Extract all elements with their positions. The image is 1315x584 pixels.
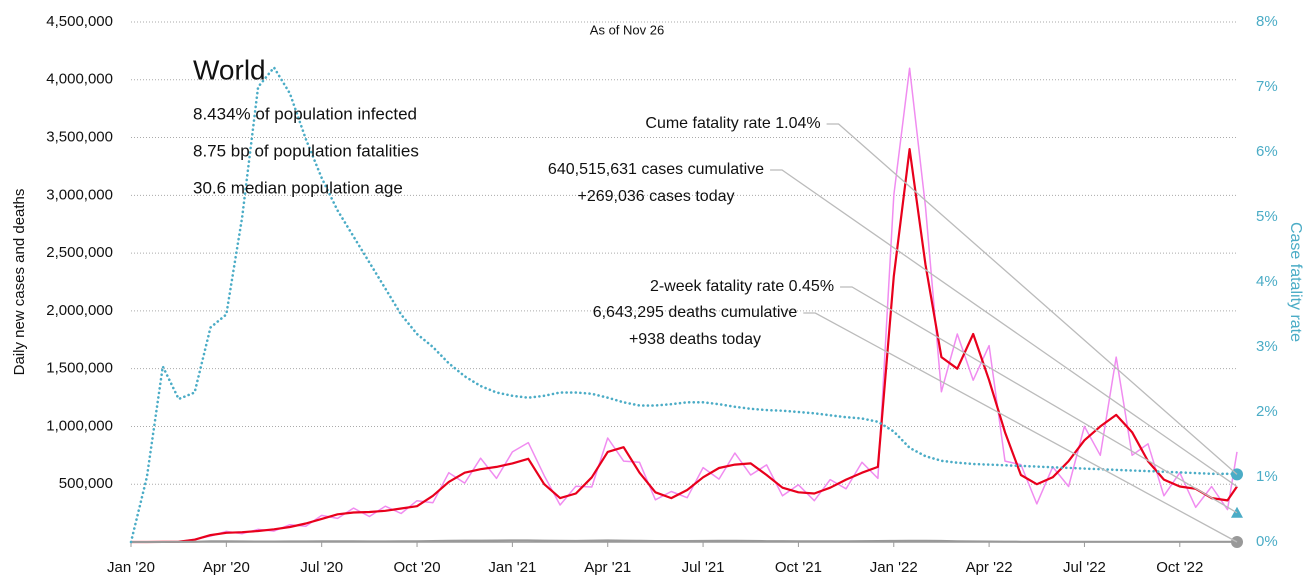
x-tick-label: Jul '21 <box>682 559 725 576</box>
series-line <box>129 66 1239 544</box>
y2-tick-label: 5% <box>1256 208 1278 225</box>
leader-line <box>803 312 1238 543</box>
y-tick-label: 500,000 <box>59 475 113 492</box>
x-tick-label: Jan '22 <box>870 559 918 576</box>
y2-tick-label: 3% <box>1256 338 1278 355</box>
y2-tick-label: 7% <box>1256 78 1278 95</box>
x-tick-label: Apr '20 <box>203 559 250 576</box>
y-tick-label: 4,500,000 <box>46 13 113 30</box>
y-tick-label: 2,500,000 <box>46 244 113 261</box>
series-line <box>131 539 1237 543</box>
annotation: +269,036 cases today <box>577 188 734 205</box>
y-tick-label: 2,000,000 <box>46 302 113 319</box>
annotation: 2-week fatality rate 0.45% <box>650 278 834 295</box>
chart-title: As of Nov 26 <box>590 22 664 37</box>
annotation: 640,515,631 cases cumulative <box>548 161 764 178</box>
y-axis-label: Daily new cases and deaths <box>11 189 28 376</box>
annotation: +938 deaths today <box>629 331 761 348</box>
info-heading: World <box>193 54 266 85</box>
info-line: 8.434% of population infected <box>193 104 417 123</box>
leader-line <box>840 286 1238 514</box>
y-tick-label: 1,000,000 <box>46 417 113 434</box>
x-tick-label: Apr '22 <box>966 559 1013 576</box>
x-tick-label: Jan '20 <box>107 559 155 576</box>
y2-axis-label: Case fatality rate <box>1287 222 1304 342</box>
y-tick-label: 3,500,000 <box>46 129 113 146</box>
series-line <box>131 148 1238 544</box>
annotation: 6,643,295 deaths cumulative <box>593 304 798 321</box>
y2-tick-label: 2% <box>1256 403 1278 420</box>
info-line: 30.6 median population age <box>193 178 403 197</box>
x-tick-label: Apr '21 <box>584 559 631 576</box>
y-tick-label: 4,000,000 <box>46 71 113 88</box>
leader-line <box>826 123 1238 475</box>
y2-tick-label: 4% <box>1256 273 1278 290</box>
leader-line <box>770 169 1238 488</box>
y-tick-label: 1,500,000 <box>46 360 113 377</box>
y2-tick-label: 6% <box>1256 143 1278 160</box>
x-tick-label: Oct '20 <box>394 559 441 576</box>
x-tick-label: Oct '22 <box>1156 559 1203 576</box>
x-tick-label: Oct '21 <box>775 559 822 576</box>
y2-tick-label: 1% <box>1256 468 1278 485</box>
x-tick-label: Jan '21 <box>488 559 536 576</box>
y-tick-label: 3,000,000 <box>46 186 113 203</box>
x-tick-label: Jul '20 <box>300 559 343 576</box>
annotation: Cume fatality rate 1.04% <box>645 115 820 132</box>
y2-tick-label: 0% <box>1256 533 1278 550</box>
x-tick-label: Jul '22 <box>1063 559 1106 576</box>
info-line: 8.75 bp of population fatalities <box>193 141 419 160</box>
y2-tick-label: 8% <box>1256 13 1278 30</box>
